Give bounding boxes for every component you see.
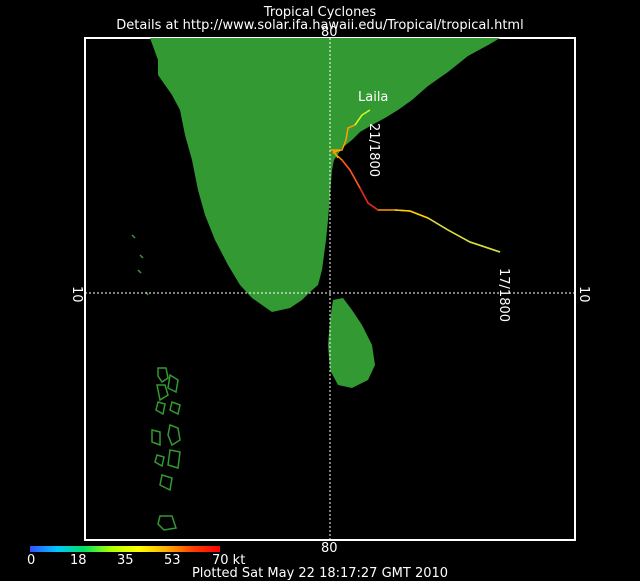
lon-label-bottom: 80 (321, 541, 338, 556)
time-label-17-1800: 17/1800 (496, 268, 511, 322)
time-label-21-1800: 21/1800 (366, 123, 381, 177)
lat-label-left: 10 (69, 286, 84, 303)
lat-label-right: 10 (576, 286, 591, 303)
plotted-timestamp: Plotted Sat May 22 18:17:27 GMT 2010 (191, 566, 449, 581)
legend-tick-35: 35 (117, 553, 134, 568)
legend-tick-70: 70 kt (212, 553, 246, 568)
legend-tick-18: 18 (70, 553, 87, 568)
lon-label-top: 80 (321, 25, 338, 40)
sri-lanka (328, 298, 375, 388)
map-subtitle: Details at http://www.solar.ifa.hawaii.e… (116, 18, 524, 33)
storm-position-marker (330, 149, 340, 159)
india-landmass (150, 38, 500, 312)
storm-name-label: Laila (358, 90, 388, 105)
legend-tick-53: 53 (164, 553, 181, 568)
map-title: Tropical Cyclones (263, 5, 377, 20)
storm-track (332, 109, 501, 253)
maldives-islands (131, 234, 181, 531)
legend-tick-0: 0 (27, 553, 36, 568)
wind-speed-colorbar (30, 546, 220, 552)
